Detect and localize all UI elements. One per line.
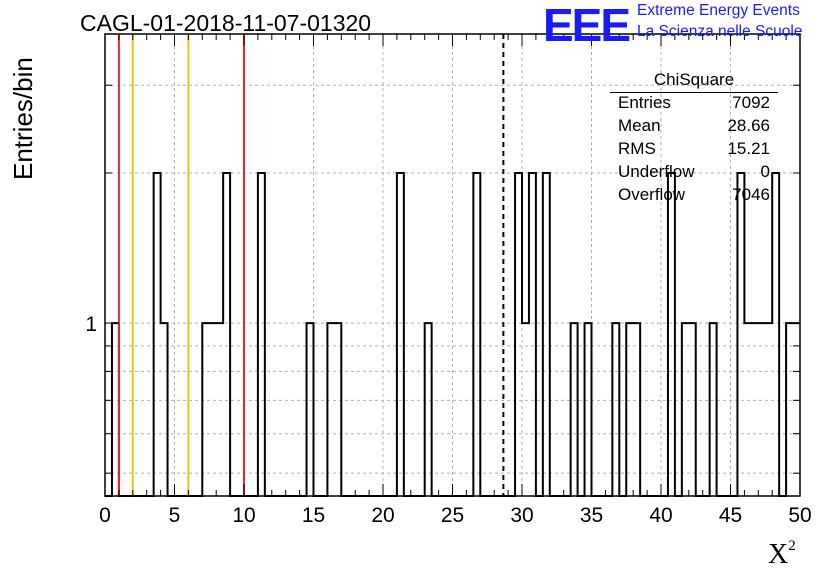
stats-key: Underflow (618, 162, 695, 181)
x-tick-label: 5 (169, 504, 181, 527)
stats-key: Entries (618, 93, 671, 112)
stats-value: 7092 (732, 93, 770, 112)
x-tick-label: 35 (580, 504, 603, 527)
stats-title: ChiSquare (653, 70, 735, 89)
stats-row-rms: RMS 15.21 (618, 139, 770, 162)
logo-line-1: Extreme Energy Events (637, 2, 800, 19)
x-axis-label: X2 (768, 538, 796, 570)
eee-logo: EEE (543, 0, 631, 51)
x-tick-label: 40 (649, 504, 672, 527)
stats-row-overflow: Overflow 7046 (618, 185, 770, 208)
stats-value: 28.66 (727, 116, 770, 135)
stats-value: 15.21 (727, 139, 770, 158)
stats-key: Mean (618, 116, 661, 135)
x-tick-label: 20 (371, 504, 394, 527)
logo-line-2: La Scienza nelle Scuole (637, 23, 803, 40)
histogram-series (105, 171, 800, 497)
x-tick-label: 0 (99, 504, 111, 527)
stats-row-underflow: Underflow 0 (618, 162, 770, 185)
stats-divider (610, 92, 778, 93)
chart-title: CAGL-01-2018-11-07-01320 (80, 10, 372, 36)
x-tick-label: 25 (441, 504, 464, 527)
stats-value: 7046 (732, 185, 770, 204)
stats-row-mean: Mean 28.66 (618, 116, 770, 139)
stats-row-entries: Entries 7092 (618, 93, 770, 116)
x-tick-label: 45 (719, 504, 742, 527)
x-tick-label: 15 (302, 504, 325, 527)
y-axis-label: Entries/bin (8, 57, 38, 180)
x-tick-label: 50 (788, 504, 811, 527)
x-tick-label: 10 (232, 504, 255, 527)
stats-box: ChiSquare Entries 7092 Mean 28.66 RMS 15… (610, 70, 800, 210)
stats-value: 0 (760, 162, 770, 181)
y-tick-label: 1 (85, 313, 97, 336)
x-tick-label: 30 (510, 504, 533, 527)
stats-key: RMS (618, 139, 656, 158)
stats-key: Overflow (618, 185, 686, 204)
